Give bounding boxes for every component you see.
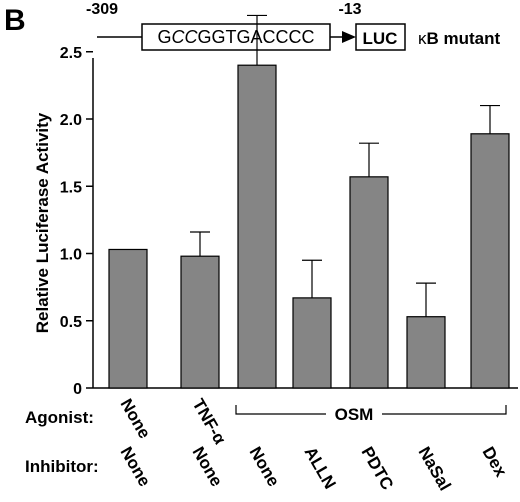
inhibitor-label: Dex <box>479 444 511 481</box>
inhibitor-label: PDTC <box>358 444 398 494</box>
agonist-label: TNF-α <box>189 396 230 449</box>
osm-label-background <box>326 404 382 424</box>
y-tick-label: 1.5 <box>60 179 82 196</box>
y-tick-label: 0 <box>73 381 82 398</box>
mutant-label: κB mutant <box>418 29 501 48</box>
y-tick-label: 0.5 <box>60 314 82 331</box>
reporter-label: LUC <box>363 29 398 48</box>
inhibitor-label: None <box>189 444 227 490</box>
inhibitor-label: None <box>246 444 284 490</box>
inhibitor-label: NaSal <box>415 444 455 494</box>
bar <box>180 255 220 389</box>
reporter-box <box>355 23 406 51</box>
bar <box>108 248 148 389</box>
agonist-label: None <box>117 396 155 442</box>
panel-label: B <box>4 4 26 37</box>
y-axis-label: Relative Luciferase Activity <box>33 112 52 333</box>
bar <box>470 133 510 389</box>
bar <box>349 176 389 389</box>
y-tick-label: 1.0 <box>60 247 82 264</box>
bar <box>406 316 446 389</box>
inhibitor-labels: None None None ALLN PDTC NaSal Dex <box>117 444 511 494</box>
sequence-text: GCCGGTGACCCC <box>157 27 314 47</box>
inhibitor-label: None <box>117 444 155 490</box>
bar <box>292 297 332 389</box>
agonist-labels: None TNF-α <box>117 396 230 449</box>
construct-diagram: -309 GCCGGTGACCCC -13 LUC κB mutant <box>86 1 501 51</box>
inhibitor-label: ALLN <box>301 444 340 493</box>
y-tick-label: 2.5 <box>60 45 82 62</box>
osm-group-label: OSM <box>335 405 374 424</box>
y-ticks: 0 0.5 1.0 1.5 2.0 2.5 <box>60 45 93 398</box>
bar <box>237 64 277 389</box>
start-position-label: -309 <box>86 1 118 18</box>
bars <box>108 14 510 389</box>
y-tick-label: 2.0 <box>60 112 82 129</box>
arrow-head-icon <box>342 31 356 43</box>
end-position-label: -13 <box>338 1 361 18</box>
inhibitor-row-label: Inhibitor: <box>25 457 99 476</box>
agonist-row-label: Agonist: <box>25 408 94 427</box>
